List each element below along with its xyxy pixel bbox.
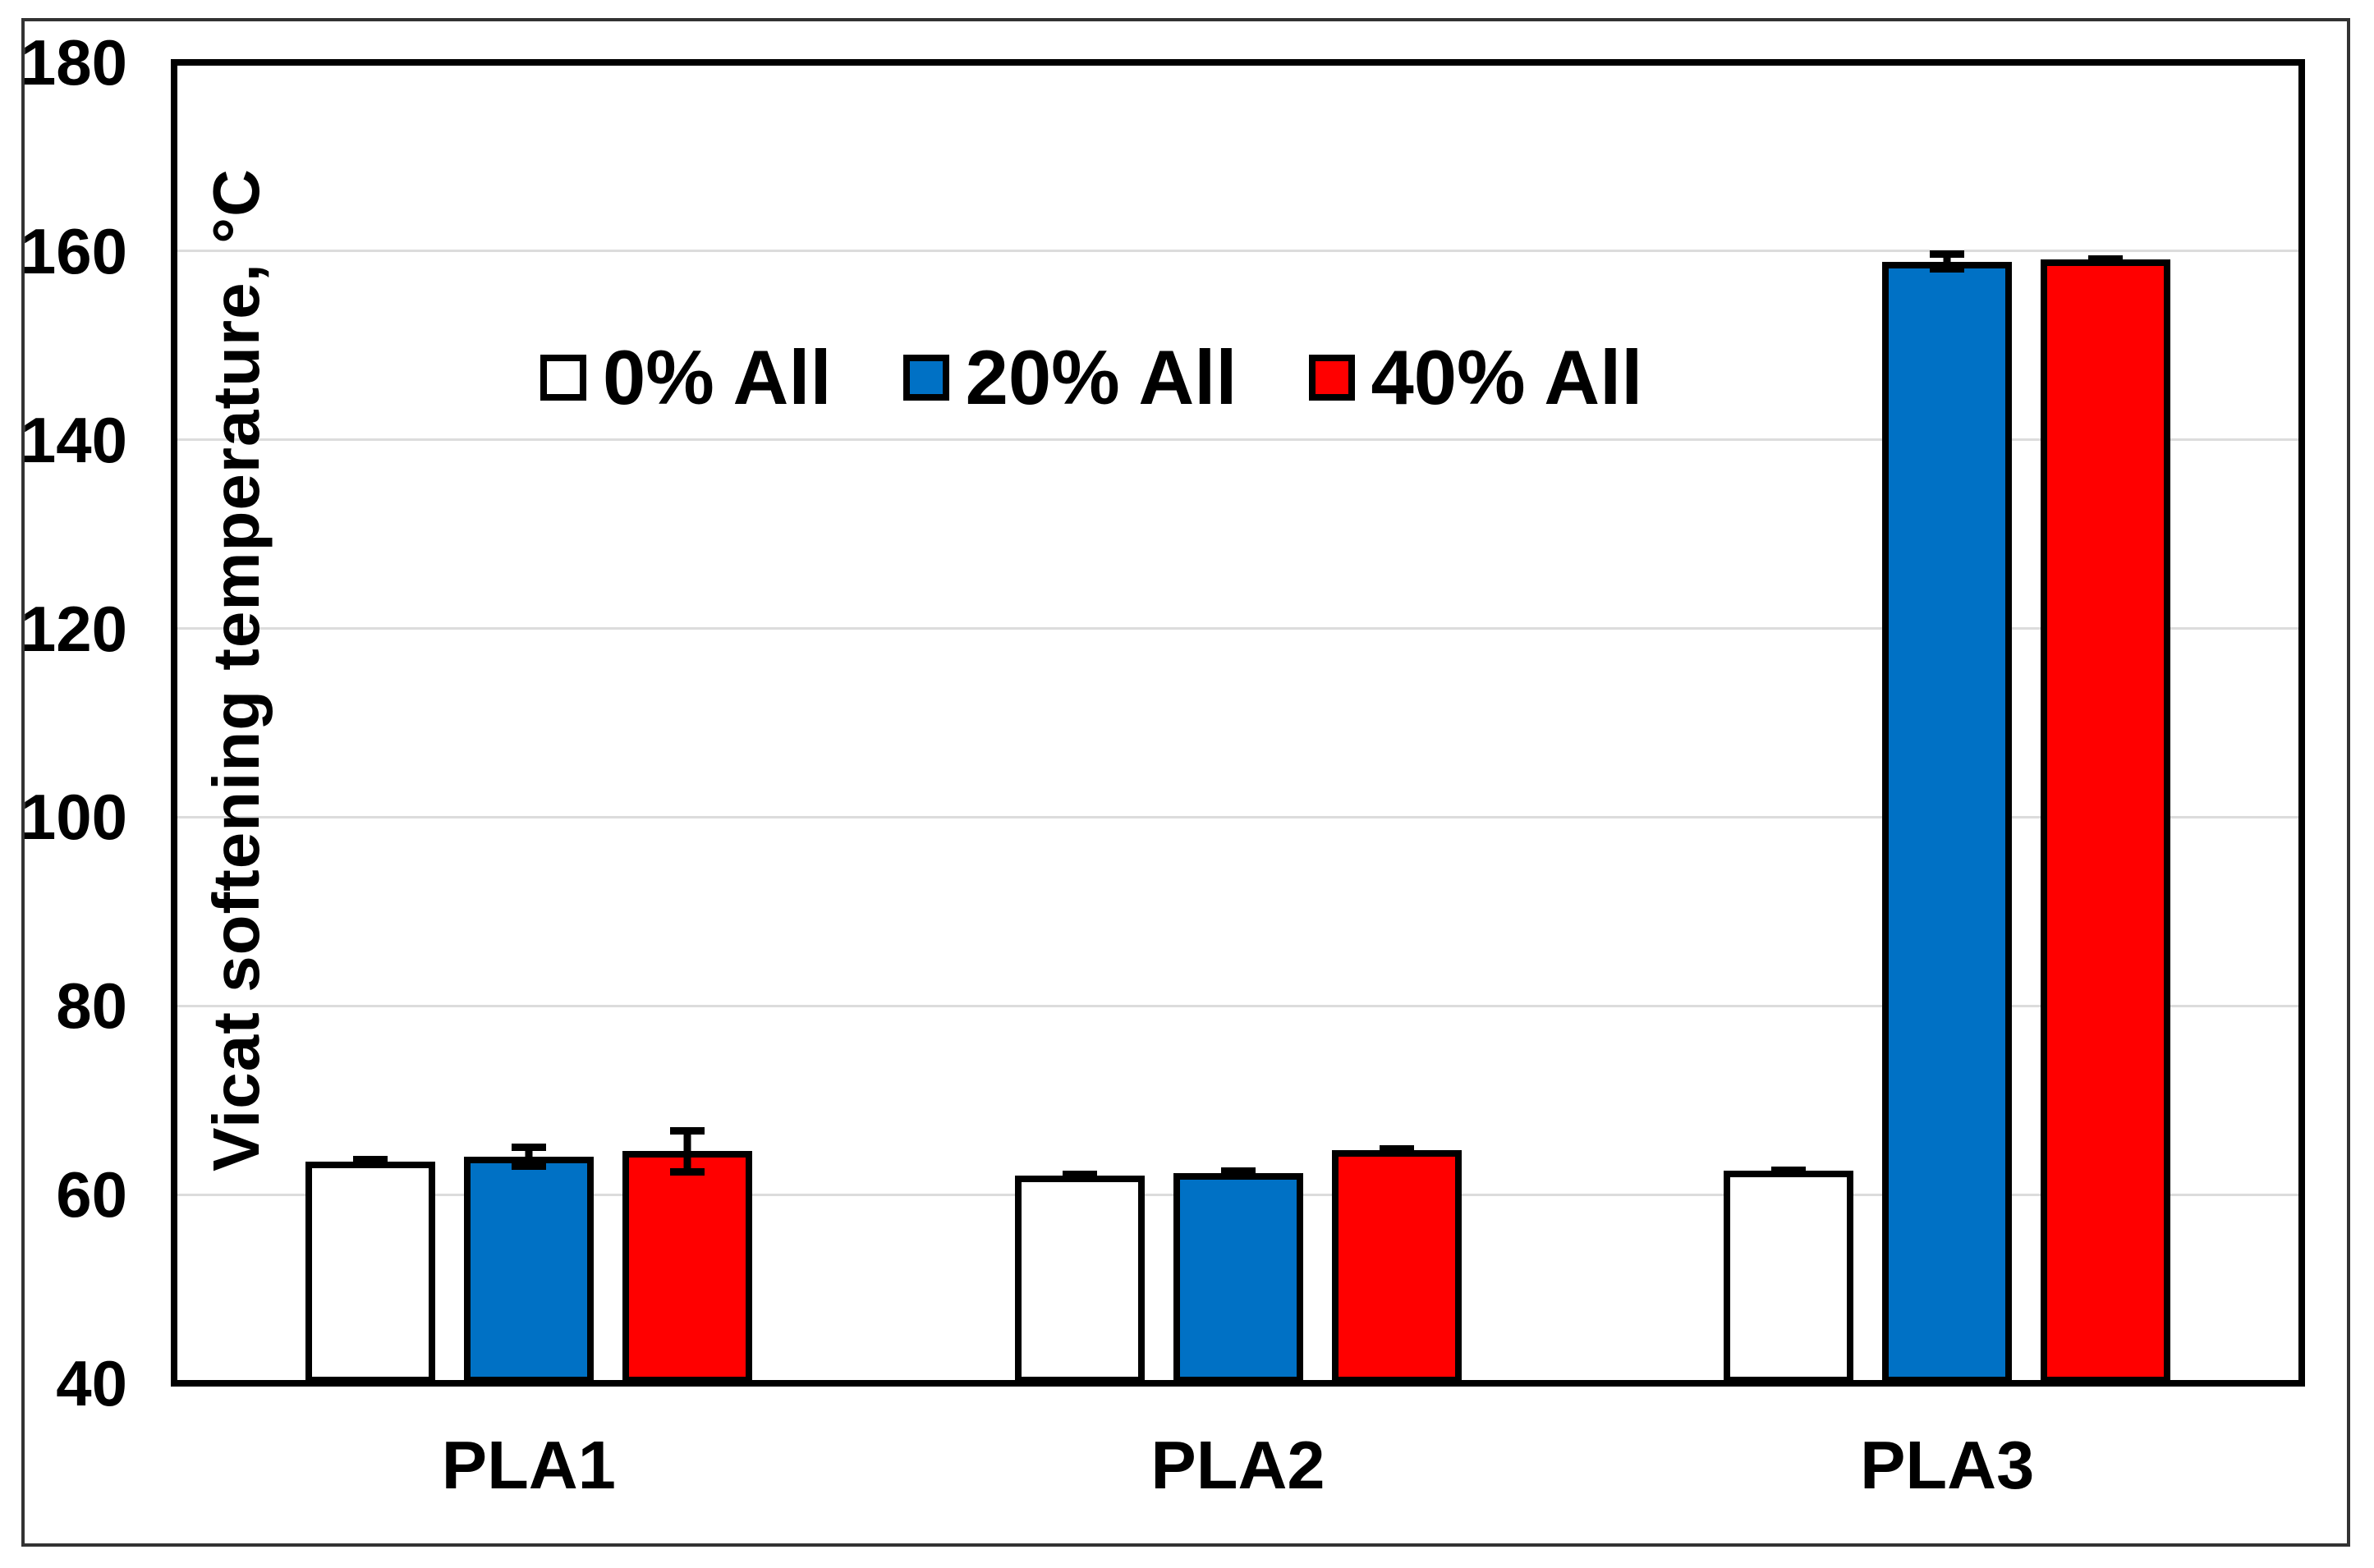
bar-pla1-40all	[622, 1151, 752, 1383]
gridline-160	[174, 250, 2302, 253]
legend-label: 40% All	[1371, 334, 1643, 420]
error-bar-part	[511, 1144, 546, 1152]
y-tick-label-100: 100	[20, 781, 127, 854]
error-bar-part	[1943, 250, 1951, 273]
error-bar-pla2-40all	[1379, 1144, 1414, 1156]
bar-pla3-20all	[1882, 261, 2013, 1383]
y-tick-label-80: 80	[56, 970, 127, 1043]
gridline-100	[174, 815, 2302, 818]
gridline-120	[174, 627, 2302, 630]
y-tick-label-120: 120	[20, 592, 127, 665]
legend-label: 0% All	[603, 334, 832, 420]
error-bar-pla1-0all	[352, 1156, 388, 1167]
legend: 0% All 20% All 40% All	[540, 339, 1642, 416]
legend-label: 20% All	[965, 334, 1238, 420]
y-tick-label-160: 160	[20, 214, 127, 287]
legend-item-20all: 20% All	[902, 334, 1238, 420]
y-tick-label-60: 60	[56, 1158, 127, 1231]
bar-pla3-40all	[2041, 259, 2171, 1383]
legend-swatch-icon	[1308, 355, 1355, 401]
error-bar-part	[1062, 1173, 1097, 1181]
error-bar-part	[683, 1126, 691, 1176]
gridline-80	[174, 1004, 2302, 1007]
error-bar-part	[525, 1144, 533, 1170]
y-axis-title: Vicat softening temperature, °C	[200, 168, 273, 1171]
legend-swatch-icon	[540, 355, 586, 401]
error-bar-part	[669, 1126, 705, 1135]
y-tick-label-40: 40	[56, 1347, 127, 1419]
error-bar-pla3-40all	[2088, 254, 2124, 264]
bar-pla3-0all	[1724, 1171, 1854, 1383]
legend-swatch-icon	[902, 355, 949, 401]
error-bar-part	[1771, 1167, 1807, 1176]
error-bar-pla2-0all	[1062, 1170, 1097, 1181]
bar-pla1-20all	[463, 1157, 594, 1383]
error-bar-part	[1379, 1148, 1414, 1156]
error-bar-part	[511, 1162, 546, 1170]
error-bar-pla1-40all	[669, 1126, 705, 1176]
error-bar-pla3-20all	[1930, 250, 1965, 273]
error-bar-part	[2088, 256, 2124, 264]
x-category-label-pla3: PLA3	[1860, 1427, 2035, 1503]
x-category-label-pla1: PLA1	[441, 1427, 616, 1503]
bar-pla2-20all	[1173, 1172, 1303, 1383]
bar-pla2-40all	[1331, 1150, 1462, 1383]
bar-pla2-0all	[1014, 1176, 1145, 1383]
error-bar-part	[1930, 264, 1965, 273]
plot-area: Vicat softening temperature, °C 0% All 20…	[171, 59, 2305, 1387]
y-tick-label-140: 140	[20, 403, 127, 476]
error-bar-part	[352, 1159, 388, 1167]
legend-item-0all: 0% All	[540, 339, 832, 416]
error-bar-pla3-0all	[1771, 1166, 1807, 1176]
error-bar-part	[669, 1167, 705, 1176]
error-bar-pla2-20all	[1220, 1167, 1256, 1179]
error-bar-pla1-20all	[511, 1144, 546, 1170]
gridline-140	[174, 438, 2302, 442]
y-tick-label-180: 180	[20, 26, 127, 99]
x-category-label-pla2: PLA2	[1150, 1427, 1325, 1503]
error-bar-part	[1930, 250, 1965, 258]
bar-pla1-0all	[305, 1161, 435, 1383]
legend-item-40all: 40% All	[1308, 334, 1643, 420]
error-bar-part	[1220, 1171, 1256, 1179]
